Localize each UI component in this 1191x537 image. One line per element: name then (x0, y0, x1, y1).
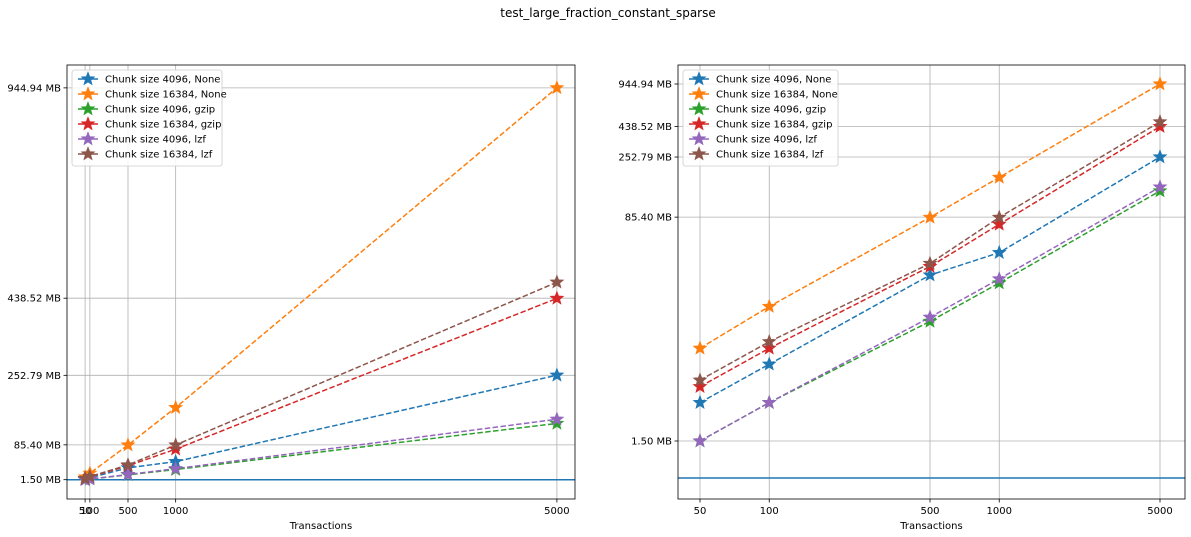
y-tick-label: 1.50 MB (20, 475, 61, 486)
legend-swatch-star (80, 101, 96, 116)
x-tick-label: 1000 (987, 506, 1012, 517)
legend-swatch-star (80, 71, 96, 86)
legend-box (682, 69, 839, 167)
y-tick-label: 438.52 MB (7, 294, 61, 305)
log-scale-panel: 50 100 500 1000 5000 1.50 MB 85.40 MB 252.79 MB… (618, 64, 1186, 532)
data-point-star (692, 433, 708, 448)
legend-swatch-star (80, 131, 96, 146)
legend-entry-label: Chunk size 4096, lzf (716, 135, 817, 146)
data-point-star (922, 309, 938, 324)
x-axis-label: Transactions (289, 521, 352, 532)
legend-entry-label: Chunk size 4096, None (716, 75, 831, 86)
legend-swatch-star (80, 86, 96, 101)
legend-entry-label: Chunk size 16384, None (105, 90, 227, 101)
plot-frame (677, 64, 1186, 500)
data-point-star (168, 460, 184, 476)
data-point-star (991, 216, 1007, 231)
y-tick-label: 85.40 MB (14, 440, 61, 451)
x-tick-label: 500 (118, 506, 137, 517)
data-point-star (922, 255, 938, 270)
data-point-star (549, 367, 565, 382)
data-point-star (82, 468, 98, 483)
data-point-star (549, 415, 565, 430)
data-point-star (922, 209, 938, 224)
legend-entry-label: Chunk size 4096, gzip (105, 105, 215, 116)
x-tick-label: 5000 (1147, 506, 1172, 517)
legend-entry-label: Chunk size 16384, lzf (716, 150, 824, 161)
data-point-star (991, 169, 1007, 184)
legend-swatch-star (691, 101, 707, 116)
data-point-star (549, 290, 565, 305)
legend-swatch-star (691, 116, 707, 131)
data-point-star (1152, 149, 1168, 164)
y-tick-label: 252.79 MB (618, 153, 672, 164)
data-point-star (692, 372, 708, 387)
data-point-star (120, 457, 136, 472)
legend-swatch-star (691, 86, 707, 101)
legend: Chunk size 4096, None Chunk size 16384, N… (682, 69, 839, 167)
data-point-star (549, 411, 565, 426)
data-point-star (168, 441, 184, 456)
x-tick-label: 50 (79, 506, 92, 517)
data-point-star (761, 356, 777, 371)
x-tick-label: 100 (760, 506, 779, 517)
legend-box (71, 69, 223, 167)
legend-entry-label: Chunk size 16384, gzip (716, 120, 832, 131)
data-point-star (549, 274, 565, 289)
legend-entry-label: Chunk size 4096, None (105, 75, 220, 86)
data-point-star (168, 437, 184, 452)
data-point-star (120, 466, 136, 481)
x-tick-label: 500 (920, 506, 939, 517)
legend-entry-label: Chunk size 4096, lzf (105, 135, 206, 146)
data-point-star (991, 244, 1007, 259)
y-tick-label: 85.40 MB (625, 213, 672, 224)
x-tick-label: 5000 (544, 506, 569, 517)
data-point-star (922, 313, 938, 328)
plot-frame (66, 64, 576, 500)
data-point-star (692, 394, 708, 409)
y-tick-label: 438.52 MB (618, 122, 672, 133)
legend-entry-label: Chunk size 16384, gzip (105, 120, 221, 131)
legend-entry-label: Chunk size 16384, None (716, 90, 838, 101)
data-point-star (692, 340, 708, 355)
data-point-star (991, 209, 1007, 224)
x-axis-label: Transactions (899, 521, 962, 532)
data-point-star (549, 80, 565, 95)
data-point-star (120, 437, 136, 452)
data-point-star (922, 267, 938, 282)
figure-title: test_large_fraction_constant_sparse (500, 6, 716, 20)
legend-swatch-star (691, 146, 707, 161)
data-point-star (761, 333, 777, 349)
data-point-star (168, 399, 184, 414)
data-point-star (1152, 114, 1168, 129)
data-point-star (761, 298, 777, 313)
x-tick-label: 50 (694, 506, 707, 517)
legend-swatch-star (80, 146, 96, 161)
data-point-star (991, 275, 1007, 290)
data-point-star (761, 394, 777, 409)
legend-entry-label: Chunk size 16384, lzf (105, 150, 213, 161)
y-tick-label: 944.94 MB (7, 83, 61, 94)
legend: Chunk size 4096, None Chunk size 16384, N… (71, 69, 227, 167)
legend-entry-label: Chunk size 4096, gzip (716, 105, 826, 116)
y-tick-label: 1.50 MB (631, 437, 672, 448)
y-tick-label: 944.94 MB (618, 80, 672, 91)
data-point-star (692, 378, 708, 394)
series-line (699, 125, 1161, 388)
x-tick-label: 100 (80, 506, 99, 517)
data-point-star (761, 340, 777, 355)
legend-swatch-star (80, 116, 96, 131)
data-point-star (1152, 76, 1168, 91)
y-tick-label: 252.79 MB (7, 371, 61, 382)
x-tick-label: 1000 (163, 506, 188, 517)
data-point-star (991, 271, 1007, 286)
legend-swatch-star (691, 131, 707, 146)
data-point-star (1152, 118, 1168, 133)
data-point-star (1152, 179, 1168, 194)
legend-swatch-star (691, 71, 707, 86)
